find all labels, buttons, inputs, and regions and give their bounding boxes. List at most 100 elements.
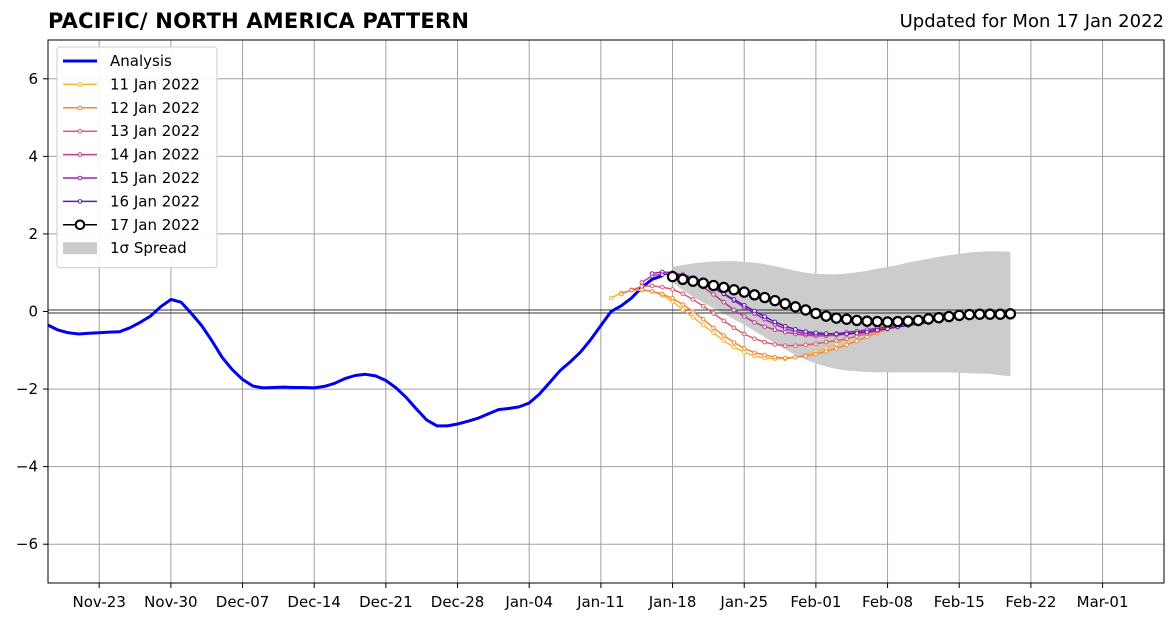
series-13-jan-2022-point [690,297,696,302]
series-17-jan-2022-point [799,304,812,316]
series-16-jan-2022-point [844,331,849,337]
series-16-jan-2022-point [813,330,819,336]
series-13-jan-2022-point [782,343,788,348]
series-13-jan-2022-point [741,331,747,337]
axis-ticks: Nov-23 Nov-30 Dec-07 Dec-14 Dec-21 Dec-28 Jan-… [16,70,1129,611]
x-tick-label: Dec-14 [287,593,341,611]
series-17-jan-2022-point [1004,308,1017,320]
legend-marker [74,219,86,231]
series-13-jan-2022-point [711,311,716,316]
series-14-jan-2022-point [711,292,716,297]
legend-label: 17 Jan 2022 [110,216,200,234]
series-11-jan-2022-point [721,338,727,343]
y-tick-label: 2 [28,225,38,243]
series-13-jan-2022-point [752,336,757,341]
x-tick-label: Nov-30 [144,593,197,611]
legend-marker [77,199,83,204]
x-tick-label: Feb-08 [862,593,913,611]
series-16-jan-2022-point [752,308,757,314]
series-12-jan-2022-point [752,350,757,355]
series-17-jan-2022-point [984,308,996,320]
legend-label: 15 Jan 2022 [110,169,200,187]
series-17-jan-2022-point [912,314,924,327]
y-tick-label: 6 [28,70,38,88]
series-14-jan-2022-point [772,327,778,333]
chart-title: PACIFIC/ NORTH AMERICA PATTERN [48,9,470,33]
series-12-jan-2022-point [731,340,737,345]
series-16-jan-2022-point [782,323,788,329]
x-tick-label: Jan-11 [576,593,625,611]
series-12-jan-2022-point [711,325,716,331]
series-12-jan-2022-point [762,352,767,358]
series-12-jan-2022-point [721,333,727,338]
series-13-jan-2022-point [731,325,737,331]
spread-band-layer [672,251,1011,377]
x-tick-label: Jan-04 [504,593,553,611]
series-13-jan-2022-point [700,303,706,309]
x-tick-label: Nov-23 [73,593,126,611]
x-tick-label: Feb-15 [934,593,985,611]
spread-band [672,251,1011,377]
series-13-jan-2022-point [834,338,839,343]
legend-marker [77,105,83,111]
x-tick-label: Dec-21 [359,593,413,611]
x-tick-label: Feb-22 [1005,593,1056,611]
series-17-jan-2022-point [728,284,740,296]
series-16-jan-2022-point [772,319,778,325]
y-tick-label: −6 [16,535,38,553]
series-17-jan-2022-point [881,316,894,328]
series-17-jan-2022-point [994,308,1006,320]
series-16-jan-2022-point [741,302,747,308]
series-12-jan-2022-point [649,289,655,294]
series-11-jan-2022-point [608,295,614,301]
series-17-jan-2022-point [677,273,689,286]
x-tick-label: Feb-01 [790,593,841,611]
series-17-jan-2022-point [840,313,853,325]
series-16-jan-2022-point [660,272,665,277]
series-14-jan-2022-point [752,320,757,325]
series-17-jan-2022-point [687,275,699,287]
x-tick-label: Dec-28 [431,593,485,611]
series-12-jan-2022-point [670,296,675,301]
series-12-jan-2022-point [834,346,839,351]
x-tick-label: Jan-18 [648,593,697,611]
series-11-jan-2022-point [741,349,747,355]
series-13-jan-2022-point [721,318,727,324]
series-17-jan-2022-point [697,277,709,289]
series-16-jan-2022-point [875,327,880,333]
series-13-jan-2022-point [762,339,767,345]
series-17-jan-2022-point [963,308,976,321]
series-12-jan-2022-point [793,354,798,360]
y-tick-label: 4 [28,147,38,165]
series-16-jan-2022-point [854,330,860,336]
x-tick-label: Dec-07 [216,593,270,611]
series-11-jan-2022-point [731,344,737,350]
series-17-jan-2022-point [933,312,945,324]
series-13-jan-2022-point [649,283,655,289]
series-17-jan-2022-point [974,308,986,320]
series-12-jan-2022-point [803,353,808,359]
series-16-jan-2022-point [793,327,798,332]
series-11-jan-2022-point [690,315,696,320]
series-12-jan-2022-point [690,309,696,314]
series-17-jan-2022-point [871,315,884,328]
series-13-jan-2022-point [844,336,849,341]
series-16-jan-2022-point [864,329,870,335]
series-14-jan-2022-point [741,314,747,319]
chart-subtitle: Updated for Mon 17 Jan 2022 [899,11,1164,32]
x-tick-label: Jan-25 [719,593,768,611]
series-17-jan-2022-point [943,310,955,323]
series-13-jan-2022-point [639,283,645,289]
y-tick-label: −4 [16,458,38,476]
series-17-jan-2022-point [758,291,771,304]
legend-label: 14 Jan 2022 [110,146,200,164]
legend-label: 13 Jan 2022 [110,122,200,140]
series-14-jan-2022-point [762,324,767,329]
series-17-jan-2022-point [892,315,904,328]
legend-box [56,46,218,269]
series-13-jan-2022-point [772,342,778,347]
series-17-jan-2022-point [779,298,791,310]
series-13-jan-2022-point [793,343,798,348]
legend-label: 1σ Spread [110,239,187,257]
